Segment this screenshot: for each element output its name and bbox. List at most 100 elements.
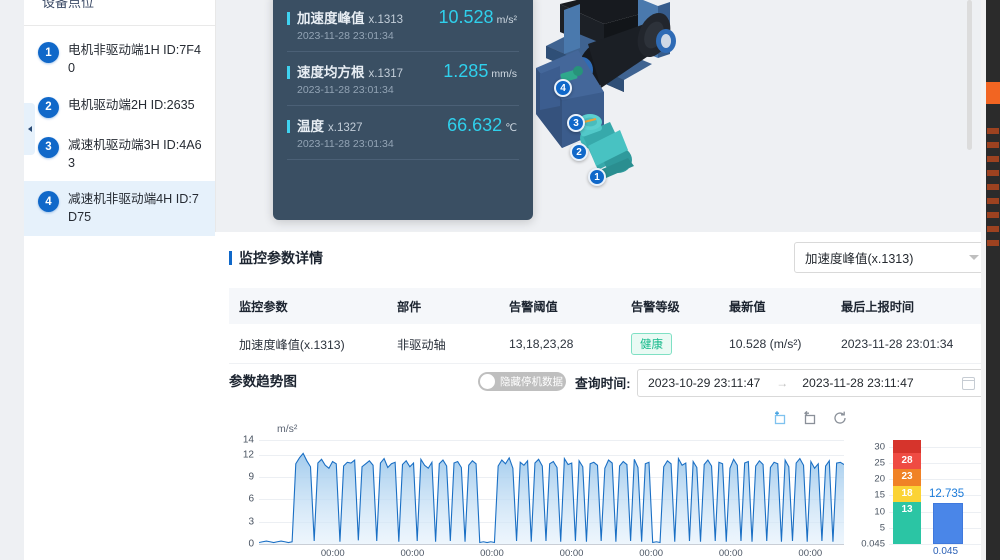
- chart-plot-area[interactable]: 0369121400:0011-0100:0011-0500:0011-0900…: [243, 435, 844, 560]
- machine-pin-2[interactable]: 2: [570, 143, 588, 161]
- stat-code: x.1317: [368, 68, 404, 80]
- x-axis-tick-label: 00:0011-25: [798, 548, 822, 560]
- toggle-switch[interactable]: 隐藏停机数据: [478, 372, 566, 391]
- chart-x-axis: [259, 544, 844, 545]
- table-cell: 13,18,23,28: [509, 336, 574, 351]
- sidebar-header-text: 设备点位: [42, 0, 95, 10]
- chevron-left-icon: [27, 126, 32, 132]
- threshold-segment: 28: [893, 453, 921, 470]
- machine-pin-4[interactable]: 4: [554, 79, 572, 97]
- sidebar-item-label: 电机驱动端2H ID:2635: [68, 97, 195, 112]
- stat-value-unit: ℃: [505, 122, 517, 134]
- sidebar-item-label: 减速机驱动端3H ID:4A63: [68, 137, 202, 170]
- table-row[interactable]: 加速度峰值(x.1313) 非驱动轴 13,18,23,28 健康 10.528 (m/…: [229, 324, 986, 364]
- stat-accent-bar: [287, 12, 290, 25]
- chart-legend-colorbar: 30 25 20 15 10 5 0.045 28 23 18 13 12.735 0.045: [855, 440, 983, 560]
- realtime-stats-panel: 加速度峰值 x.1313 2023-11-28 23:01:34 10.528 m/s²…: [273, 0, 533, 220]
- y-axis-tick-label: 6: [248, 493, 254, 505]
- stat-value-unit: m/s²: [496, 14, 517, 26]
- x-tick-time: 00:00: [718, 548, 743, 559]
- stat-timestamp: 2023-11-28 23:01:34: [297, 138, 394, 150]
- stat-value: 1.285 mm/s: [443, 61, 517, 82]
- sidebar-collapse-handle[interactable]: [24, 103, 35, 155]
- legend-tick-label: 15: [874, 489, 885, 501]
- trend-chart: m/s² 0 3 6 9 12 14 00:0011-01 00:0011-05 00:0011…: [229, 423, 986, 560]
- y-axis-tick-label: 12: [242, 449, 254, 461]
- sidebar-item-2[interactable]: 2 电机驱动端2H ID:2635: [24, 87, 215, 127]
- x-axis-tick-label: 00:0011-13: [560, 548, 584, 560]
- date-range-picker[interactable]: 2023-10-29 23:11:47 → 2023-11-28 23:11:4…: [637, 369, 986, 397]
- parameter-select[interactable]: 加速度峰值(x.1313): [794, 242, 990, 273]
- page-scrollbar-thumb[interactable]: [967, 0, 972, 150]
- x-axis-tick-label: 00:0011-17: [639, 548, 663, 560]
- zoom-select-icon[interactable]: [772, 410, 788, 426]
- stat-accent-bar: [287, 66, 290, 79]
- stat-row-2: 速度均方根 x.1317 2023-11-28 23:01:34 1.285 mm/s: [287, 52, 519, 106]
- chart-toolbar: [772, 410, 848, 426]
- trend-section-title: 参数趋势图: [229, 374, 297, 389]
- x-tick-time: 00:00: [400, 548, 425, 559]
- toggle-knob: [480, 374, 495, 389]
- stat-head: 速度均方根 x.1317: [287, 61, 517, 81]
- chevron-down-icon: [969, 255, 979, 260]
- y-axis-unit-label: m/s²: [277, 423, 298, 435]
- stat-name: 速度均方根: [297, 65, 365, 80]
- table-cell: 2023-11-28 23:01:34: [841, 336, 954, 351]
- table-cell: 非驱动轴: [397, 337, 446, 352]
- background-window-row: [987, 142, 999, 148]
- stat-value-number: 10.528: [438, 7, 494, 27]
- sidebar-item-label: 电机非驱动端1H ID:7F40: [68, 43, 201, 76]
- threshold-segment: [893, 440, 921, 454]
- table-cell: 加速度峰值(x.1313): [239, 337, 345, 352]
- table-header-cell: 部件: [397, 300, 422, 314]
- stat-timestamp: 2023-11-28 23:01:34: [297, 30, 394, 42]
- background-window-row: [987, 198, 999, 204]
- x-tick-time: 00:00: [320, 548, 345, 559]
- background-window-row: [987, 156, 999, 162]
- sidebar-header-clipped: 设备点位: [24, 0, 215, 26]
- sidebar-item-badge: 1: [38, 42, 59, 63]
- sidebar-item-4[interactable]: 4 减速机非驱动端4H ID:7D75: [24, 181, 215, 236]
- range-start-value[interactable]: 2023-10-29 23:11:47: [648, 376, 761, 390]
- refresh-icon[interactable]: [832, 410, 848, 426]
- stat-row-3: 温度 x.1327 2023-11-28 23:01:34 66.632 ℃: [287, 106, 519, 160]
- status-badge-label: 健康: [631, 332, 672, 355]
- chart-gridline: [259, 454, 844, 456]
- calendar-icon[interactable]: [961, 376, 976, 390]
- table-header-cell: 最后上报时间: [841, 300, 915, 314]
- sidebar-item-badge: 3: [38, 136, 59, 158]
- device-point-sidebar: 设备点位 1 电机非驱动端1H ID:7F40 2 电机驱动端2H ID:2635 3 减…: [24, 0, 216, 560]
- zoom-back-icon[interactable]: [802, 410, 818, 426]
- range-end-value[interactable]: 2023-11-28 23:11:47: [802, 376, 914, 390]
- stat-timestamp: 2023-11-28 23:01:34: [297, 84, 394, 96]
- current-value-label: 12.735: [929, 487, 965, 500]
- threshold-segment-label: 28: [901, 455, 913, 467]
- hide-downtime-toggle[interactable]: 隐藏停机数据: [478, 372, 566, 391]
- sidebar-item-badge: 2: [38, 96, 59, 118]
- sidebar-item-label: 减速机非驱动端4H ID:7D75: [68, 192, 199, 225]
- legend-tick-label: 25: [874, 457, 885, 469]
- background-window-accent: [986, 82, 1000, 104]
- stat-head: 温度 x.1327: [287, 115, 517, 135]
- stat-name: 温度: [297, 119, 324, 134]
- page-scrollbar-track[interactable]: [967, 0, 986, 560]
- threshold-segment-label: 18: [901, 487, 913, 499]
- threshold-segment: 13: [893, 501, 921, 544]
- legend-tick-label: 30: [874, 441, 885, 452]
- machine-pin-1[interactable]: 1: [588, 168, 606, 186]
- chart-line: [259, 452, 844, 544]
- legend-gridline: [889, 544, 983, 545]
- sidebar-item-3[interactable]: 3 减速机驱动端3H ID:4A63: [24, 127, 215, 182]
- chart-area-fill: [259, 453, 844, 544]
- sidebar-item-1[interactable]: 1 电机非驱动端1H ID:7F40: [24, 32, 215, 87]
- section-title-monitoring-detail: 监控参数详情: [215, 232, 1000, 268]
- legend-tick-label: 20: [874, 473, 885, 485]
- stat-value: 66.632 ℃: [447, 115, 517, 136]
- x-tick-time: 00:00: [798, 548, 823, 559]
- chart-series-svg: [259, 452, 844, 544]
- table-cell: 10.528 (m/s²): [729, 336, 802, 351]
- machine-pin-3[interactable]: 3: [567, 114, 585, 132]
- title-accent-bar: [229, 251, 232, 265]
